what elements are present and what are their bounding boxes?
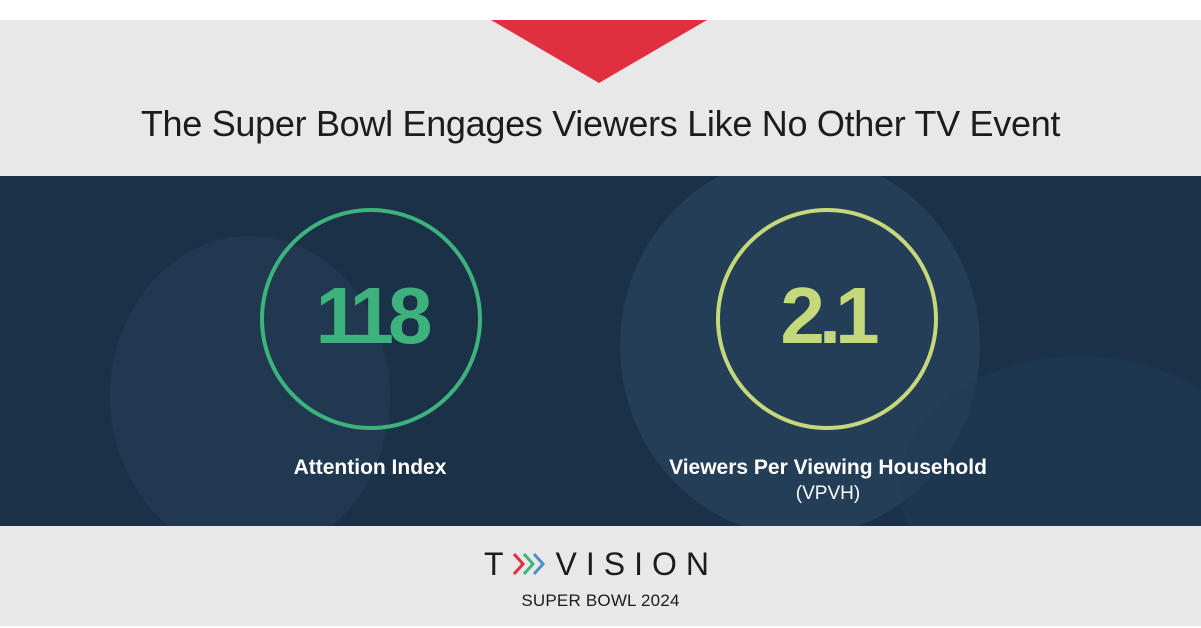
headline: The Super Bowl Engages Viewers Like No O…: [140, 103, 1061, 144]
top-margin: [0, 0, 1201, 20]
vpvh-value: 2.1: [780, 271, 879, 360]
logo-chevrons-icon: [512, 552, 545, 576]
vpvh-sublabel: (VPVH): [795, 483, 861, 504]
tvision-logo: T VISION: [484, 545, 718, 583]
logo-chevron-red: [512, 552, 525, 576]
vpvh-ring: [716, 208, 938, 430]
logo-letters: VISION: [555, 545, 718, 582]
vpvh-label: Viewers Per Viewing Household: [669, 456, 987, 479]
attention-index-ring: [260, 208, 482, 430]
attention-index-label: Attention Index: [293, 456, 447, 479]
event-subtitle: SUPER BOWL 2024: [521, 591, 680, 610]
logo-chevron-blue: [532, 552, 545, 576]
attention-index-value: 118: [315, 271, 432, 360]
logo-letter-t: T: [484, 545, 504, 582]
logo-chevron-green: [522, 552, 535, 576]
footer-band: [0, 526, 1201, 626]
bottom-margin: [0, 626, 1201, 628]
red-triangle-accent: [491, 20, 707, 83]
